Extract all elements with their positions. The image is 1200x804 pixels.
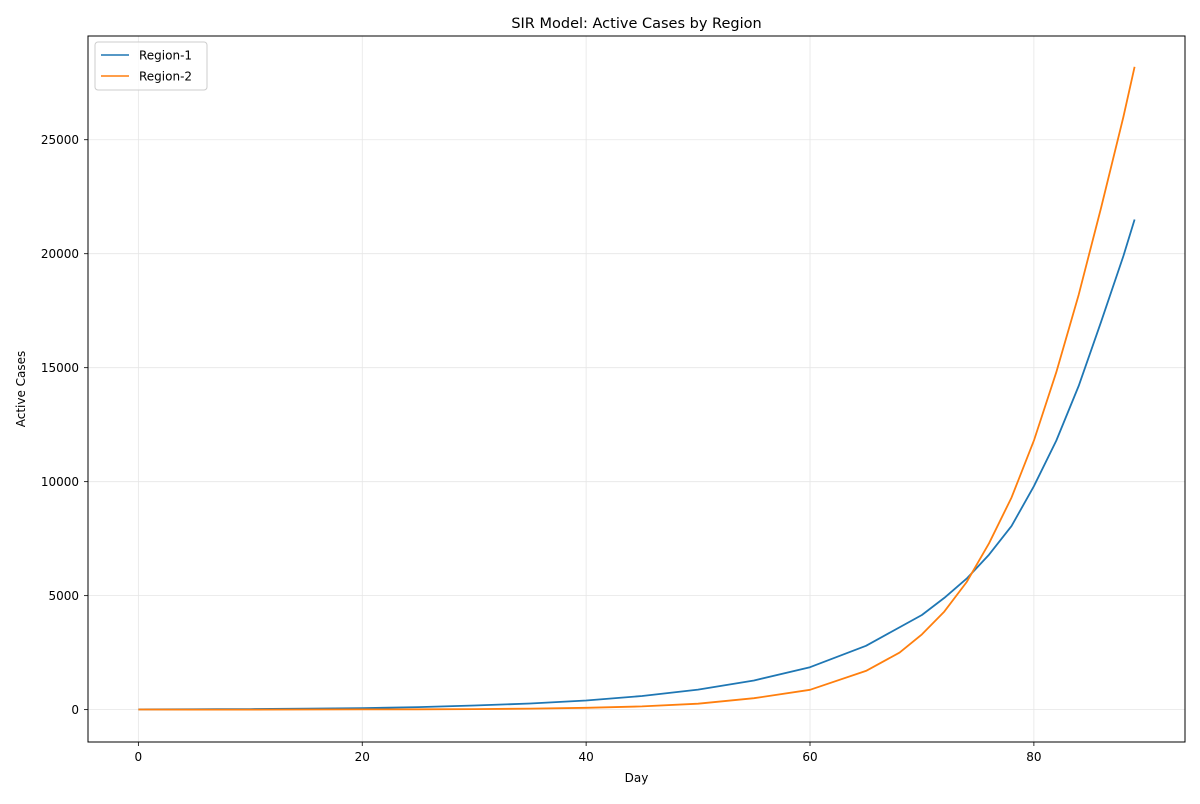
legend: Region-1 Region-2 [94, 41, 208, 91]
series-line-region-2 [138, 66, 1136, 711]
x-tick-label: 0 [135, 750, 143, 764]
y-axis-label: Active Cases [14, 351, 28, 428]
tick-layer: 0 20 40 60 80 0 5000 10000 15000 20000 25000 [41, 133, 1042, 764]
x-tick-label: 40 [578, 750, 593, 764]
series-line-region-1 [138, 219, 1136, 711]
x-tick-label: 60 [802, 750, 817, 764]
plot-frame [87, 35, 1186, 743]
x-axis-label: Day [625, 771, 649, 785]
y-tick-label: 25000 [41, 133, 79, 147]
legend-label-region-1: Region-1 [139, 49, 192, 63]
x-tick-label: 20 [355, 750, 370, 764]
y-tick-label: 20000 [41, 247, 79, 261]
legend-box [94, 41, 208, 91]
legend-label-region-2: Region-2 [139, 70, 192, 84]
y-tick-label: 10000 [41, 475, 79, 489]
y-tick-label: 0 [71, 703, 79, 717]
y-tick-label: 5000 [48, 589, 79, 603]
chart-title: SIR Model: Active Cases by Region [511, 16, 761, 32]
y-tick-label: 15000 [41, 361, 79, 375]
x-tick-label: 80 [1026, 750, 1041, 764]
series-layer [138, 66, 1136, 711]
grid-layer [88, 36, 1185, 742]
